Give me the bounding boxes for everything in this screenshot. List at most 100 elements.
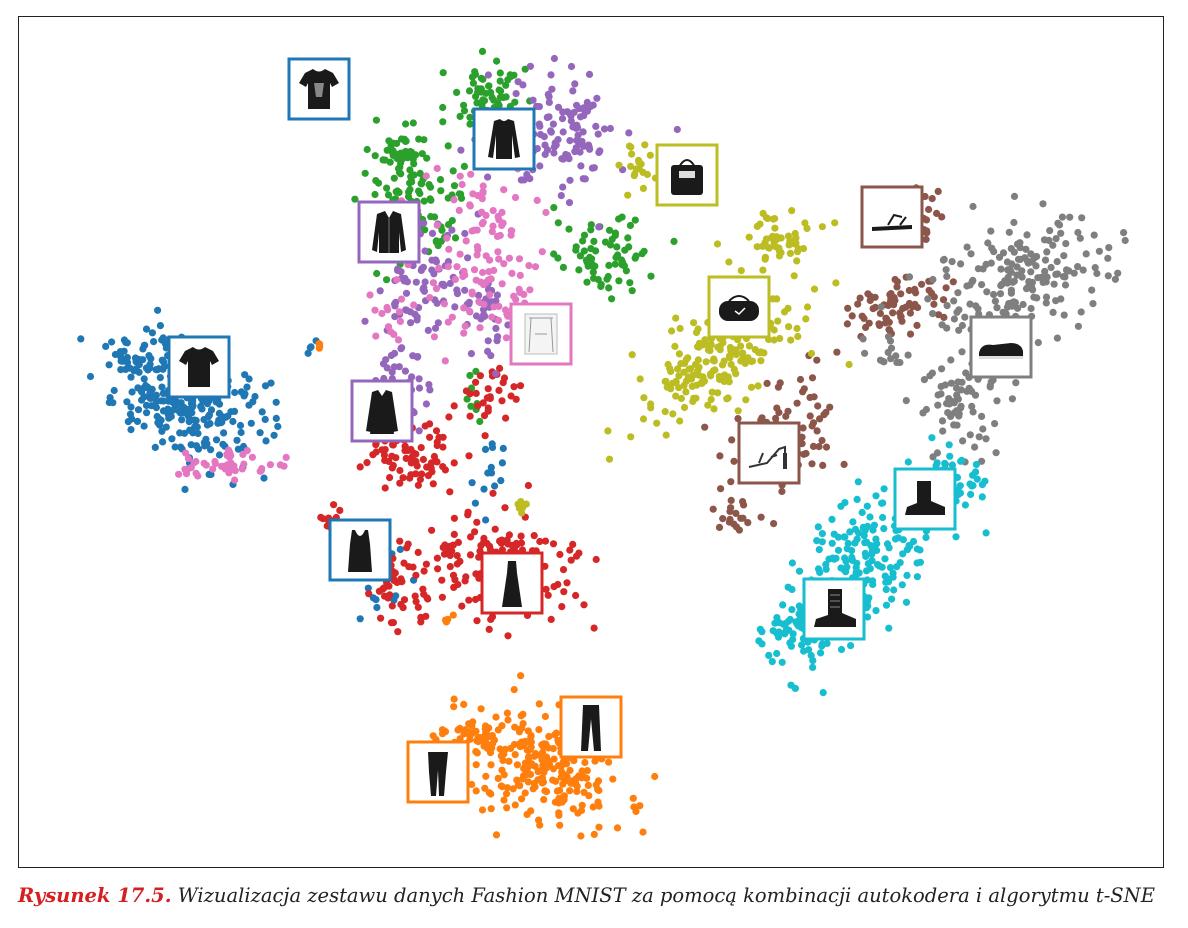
data-point [525,262,533,270]
data-point [591,757,599,765]
data-point [777,249,785,257]
data-point [590,274,598,282]
data-point [859,335,867,343]
data-point [808,422,816,430]
data-point [485,268,493,276]
data-point [106,394,114,402]
data-point [792,239,800,247]
data-point [202,461,210,469]
data-point [108,338,116,346]
data-point [979,425,987,433]
data-point [458,602,466,610]
data-point [864,613,872,621]
data-point [954,289,962,297]
data-point [541,712,550,721]
data-point [701,423,709,431]
data-point [560,588,568,596]
data-point [833,348,841,356]
data-point [440,550,449,558]
data-point [794,332,802,341]
data-point [356,615,364,623]
data-point [905,286,913,295]
data-point [974,265,983,273]
data-point [356,463,364,471]
data-point [847,642,855,650]
data-point [494,774,502,783]
data-point [861,526,869,534]
data-point [734,407,742,415]
data-point [450,459,458,467]
data-point [958,348,966,356]
data-point [707,372,715,380]
data-point [672,392,680,400]
data-point [576,252,585,260]
data-point [869,543,878,551]
data-point [412,470,420,478]
data-point [882,601,891,609]
data-point [785,626,793,634]
data-point [793,257,801,265]
data-point [947,379,956,387]
data-point [473,518,481,526]
data-point [715,523,724,531]
data-point [495,386,503,394]
data-point [704,401,712,409]
data-point [434,565,442,573]
figure-caption-text: Wizualizacja zestawu danych Fashion MNIS… [171,884,1155,907]
data-point [872,492,880,500]
data-point [388,452,396,460]
data-point [771,619,779,627]
data-point [450,514,458,522]
data-point [1041,267,1049,275]
data-point [567,556,575,564]
data-point [868,577,877,585]
data-point [647,272,655,280]
data-point [608,295,616,303]
coat-thumbnail [350,379,414,443]
data-point [922,235,930,243]
data-point [1003,279,1012,287]
data-point [142,381,150,390]
data-point [818,640,826,648]
data-point [897,290,905,298]
data-point [517,532,525,540]
data-point [523,765,531,773]
data-point [409,563,417,571]
data-point [480,412,489,420]
data-point [778,658,786,666]
data-point [531,263,540,271]
data-point [261,382,270,390]
data-point [448,226,456,234]
data-point [522,500,530,508]
data-point [625,142,634,150]
data-point [756,220,764,228]
data-point [758,640,766,648]
data-point [478,806,487,814]
data-point [1079,266,1087,274]
data-point [437,237,445,245]
data-point [426,420,434,428]
data-point [997,265,1005,273]
data-point [621,246,629,254]
data-point [201,442,209,450]
data-point [906,330,915,338]
data-point [536,130,545,139]
data-point [1010,192,1019,200]
data-point [864,290,872,298]
data-point [566,766,574,775]
data-point [498,722,506,730]
data-point [929,453,937,461]
data-point [124,418,132,426]
data-point [439,543,447,552]
data-point [927,289,936,297]
data-point [955,306,963,314]
data-point [465,596,473,604]
data-point [446,551,454,560]
data-point [515,504,523,512]
data-point [1055,221,1064,229]
data-point [168,398,176,406]
data-point [938,321,946,329]
data-point [742,396,750,404]
data-point [472,389,480,397]
data-point [1019,300,1027,309]
